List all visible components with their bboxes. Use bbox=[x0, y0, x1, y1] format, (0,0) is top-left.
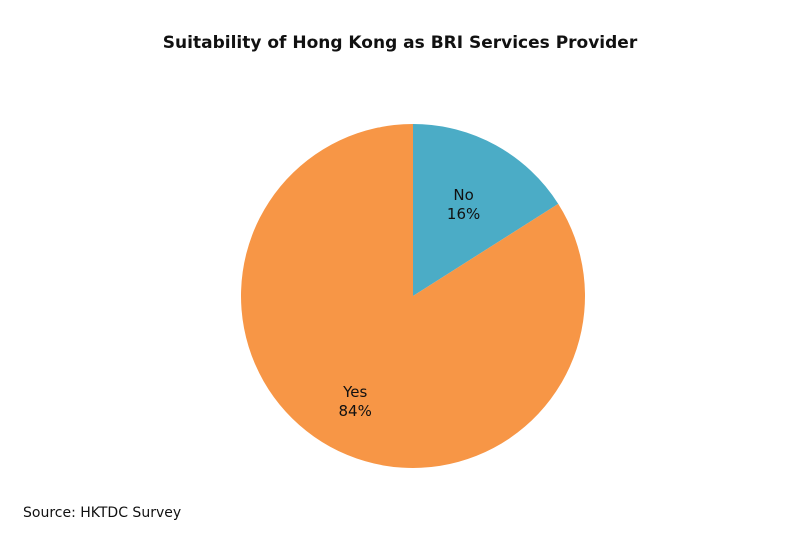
source-note: Source: HKTDC Survey bbox=[23, 505, 182, 521]
pie-slice-yes bbox=[241, 124, 586, 468]
pie-slices bbox=[241, 124, 586, 468]
slice-label-yes-value: 84% bbox=[339, 402, 372, 420]
slice-label-yes-name: Yes bbox=[342, 383, 367, 401]
pie-slice-no bbox=[413, 124, 559, 296]
slice-label-no-value: 16% bbox=[447, 205, 480, 223]
slice-label-no-name: No bbox=[453, 186, 473, 204]
chart-title: Suitability of Hong Kong as BRI Services… bbox=[162, 33, 638, 53]
